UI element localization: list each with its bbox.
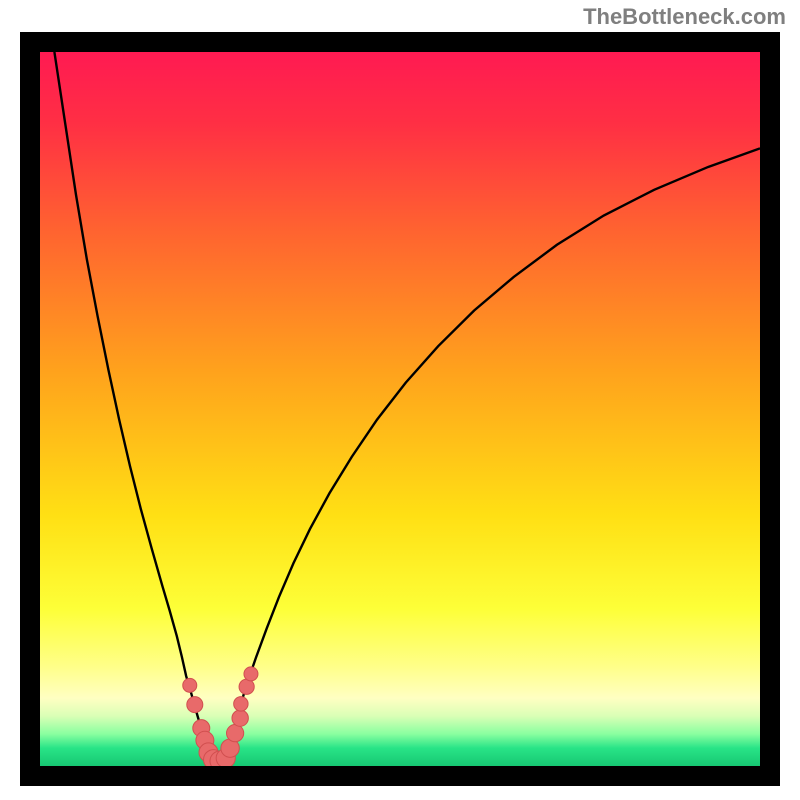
gradient-background xyxy=(40,52,760,766)
data-marker xyxy=(187,697,203,713)
data-marker xyxy=(239,679,254,694)
data-marker xyxy=(183,678,197,692)
data-marker xyxy=(234,697,248,711)
plot-area xyxy=(40,52,760,766)
chart-svg xyxy=(40,52,760,766)
data-marker xyxy=(232,710,248,726)
watermark-text: TheBottleneck.com xyxy=(583,4,786,30)
data-marker xyxy=(227,725,244,742)
chart-container: TheBottleneck.com xyxy=(0,0,800,800)
data-marker xyxy=(244,667,258,681)
